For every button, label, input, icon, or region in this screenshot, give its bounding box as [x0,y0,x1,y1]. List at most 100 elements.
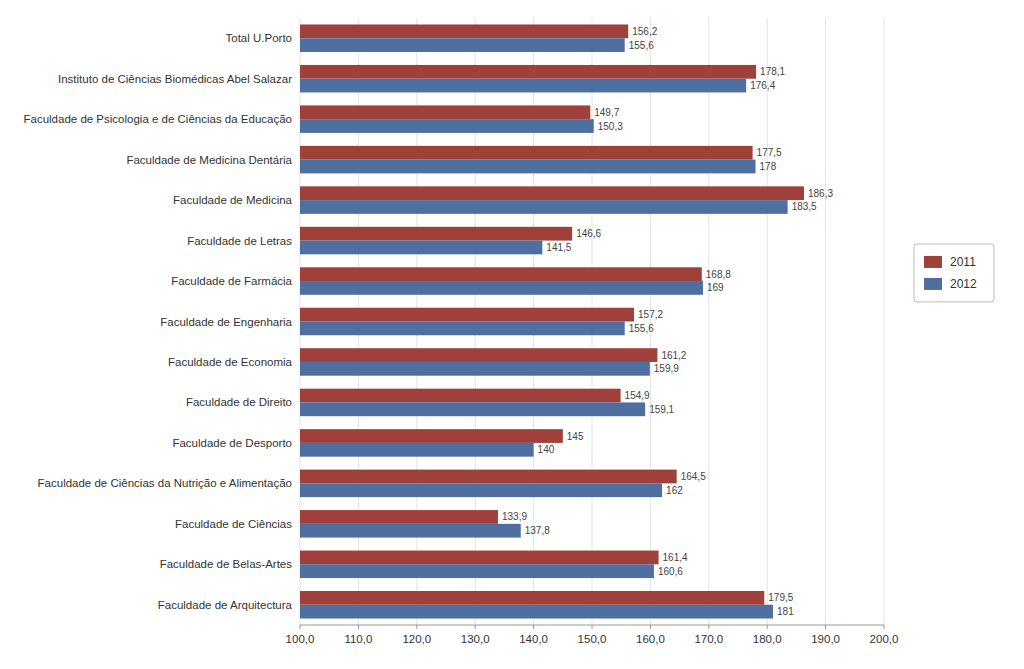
y-axis: Faculdade de Arquitectura Faculdade de Be… [23,32,292,611]
tick-label: 140,0 [519,633,548,645]
tick-label: 110,0 [344,633,372,645]
data-label: 162 [666,485,683,496]
tick-label: 120,0 [402,633,431,645]
chart: 179,5161,4133,9164,5145154,9161,2157,216… [0,0,1024,669]
category-label: Total U.Porto [226,32,292,44]
grid-line [708,18,709,625]
grid-line [825,18,826,625]
legend-label: 2011 [950,255,976,269]
data-label: 178 [760,161,777,172]
data-label: 177,5 [757,147,782,158]
data-label: 137,8 [525,525,550,536]
bar [300,564,654,578]
bar [300,146,753,160]
bar [300,160,756,174]
tick-label: 160,0 [636,633,665,645]
bar [300,24,628,38]
tick-mark [533,625,534,629]
bar [300,308,634,322]
tick-mark [592,625,593,629]
bar [300,605,773,619]
tick-label: 100,0 [286,633,315,645]
bars [300,24,804,618]
category-label: Faculdade de Ciências da Nutrição e Alim… [38,477,292,489]
bar [300,551,659,565]
bar [300,186,804,200]
bar [300,267,702,281]
legend-label: 2012 [950,277,977,291]
tick-mark [300,625,301,629]
bar [300,429,563,443]
bar [300,322,625,336]
grid [300,18,884,625]
data-label: 161,2 [661,350,686,361]
data-label: 157,2 [638,309,663,320]
bar [300,241,542,255]
legend-swatch [924,256,942,268]
tick-mark [650,625,651,629]
category-label: Faculdade de Medicina [173,194,293,206]
tick-mark [358,625,359,629]
category-label: Faculdade de Farmácia [171,275,292,287]
grid-line [884,18,885,625]
bar [300,389,621,403]
bar [300,483,662,497]
category-label: Instituto de Ciências Biomédicas Abel Sa… [58,73,292,85]
category-label: Faculdade de Desporto [172,437,292,449]
data-label: 169 [707,282,724,293]
bar [300,79,746,93]
tick-label: 180,0 [753,633,782,645]
tick-mark [416,625,417,629]
data-label: 159,1 [649,404,674,415]
data-label: 181 [777,606,794,617]
data-label: 156,2 [632,26,657,37]
category-label: Faculdade de Belas-Artes [160,558,293,570]
bar [300,105,590,119]
category-label: Faculdade de Psicologia e de Ciências da… [23,113,292,125]
tick-label: 200,0 [870,633,899,645]
bar [300,443,534,457]
data-label: 179,5 [768,592,793,603]
data-label: 164,5 [681,471,706,482]
tick-mark [884,625,885,629]
category-label: Faculdade de Engenharia [160,316,292,328]
data-label: 183,5 [792,201,817,212]
data-label: 168,8 [706,269,731,280]
category-label: Faculdade de Arquitectura [158,599,293,611]
data-label: 150,3 [598,121,623,132]
category-label: Faculdade de Direito [186,396,292,408]
data-label: 176,4 [750,80,775,91]
bar [300,281,703,295]
category-label: Faculdade de Letras [187,235,292,247]
bar [300,65,756,79]
data-label: 155,6 [629,323,654,334]
tick-label: 130,0 [461,633,490,645]
bar [300,38,625,52]
data-label: 133,9 [502,511,527,522]
category-label: Faculdade de Ciências [175,518,292,530]
bar [300,119,594,133]
bar [300,348,657,362]
legend-frame [914,244,994,302]
data-label: 146,6 [576,228,601,239]
tick-mark [825,625,826,629]
data-label: 159,9 [654,363,679,374]
legend: 2011 2012 [914,244,994,302]
tick-mark [475,625,476,629]
bar [300,524,521,538]
grid-line [767,18,768,625]
tick-label: 190,0 [811,633,840,645]
data-label: 140 [538,444,555,455]
tick-label: 170,0 [694,633,723,645]
data-label: 161,4 [663,552,688,563]
data-label: 155,6 [629,40,654,51]
data-label: 154,9 [625,390,650,401]
legend-swatch [924,278,942,290]
bar [300,510,498,524]
data-labels: 179,5161,4133,9164,5145154,9161,2157,216… [502,26,833,617]
bar [300,470,677,484]
tick-label: 150,0 [578,633,607,645]
data-label: 186,3 [808,188,833,199]
data-label: 149,7 [594,107,619,118]
data-label: 160,6 [658,566,683,577]
